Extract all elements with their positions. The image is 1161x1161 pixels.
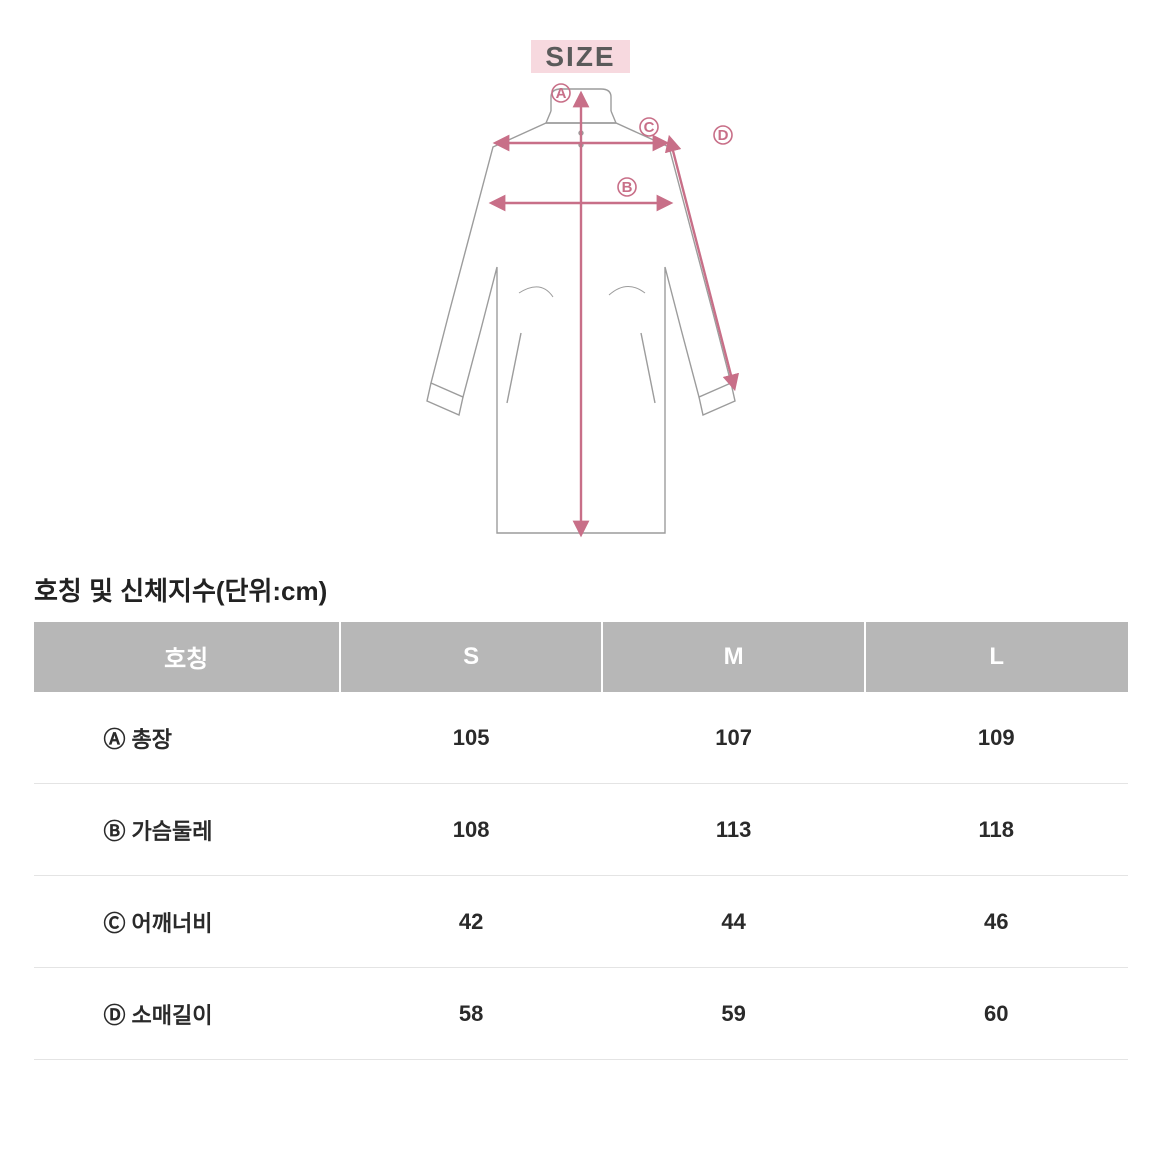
size-diagram-wrap: A C B D xyxy=(0,83,1161,553)
cell: 105 xyxy=(340,692,603,784)
cell: 59 xyxy=(602,968,865,1060)
col-header: 호칭 xyxy=(34,622,340,692)
measure-labels: A C B D xyxy=(552,84,732,196)
coat-diagram: A C B D xyxy=(401,83,761,553)
col-header: S xyxy=(340,622,603,692)
size-title: SIZE xyxy=(531,40,629,73)
table-row: Ⓓ소매길이 58 59 60 xyxy=(34,968,1128,1060)
svg-text:D: D xyxy=(717,127,728,144)
row-label: Ⓑ가슴둘레 xyxy=(34,784,340,876)
table-body: Ⓐ총장 105 107 109 Ⓑ가슴둘레 108 113 118 Ⓒ어깨너비 … xyxy=(34,692,1128,1060)
size-table: 호칭 S M L Ⓐ총장 105 107 109 Ⓑ가슴둘레 108 113 1… xyxy=(34,622,1128,1061)
row-label: Ⓓ소매길이 xyxy=(34,968,340,1060)
label-b-icon: B xyxy=(618,178,636,196)
col-header: M xyxy=(602,622,865,692)
row-label: Ⓐ총장 xyxy=(34,692,340,784)
label-a-icon: A xyxy=(552,84,570,102)
table-row: Ⓐ총장 105 107 109 xyxy=(34,692,1128,784)
table-row: Ⓒ어깨너비 42 44 46 xyxy=(34,876,1128,968)
size-header: SIZE xyxy=(0,0,1161,73)
cell: 60 xyxy=(865,968,1128,1060)
cell: 107 xyxy=(602,692,865,784)
label-c-icon: C xyxy=(640,118,658,136)
svg-text:B: B xyxy=(621,179,632,196)
table-header-row: 호칭 S M L xyxy=(34,622,1128,692)
cell: 46 xyxy=(865,876,1128,968)
svg-text:A: A xyxy=(555,85,566,102)
label-d-icon: D xyxy=(714,126,732,144)
table-subtitle: 호칭 및 신체지수(단위:cm) xyxy=(0,553,1161,622)
row-label: Ⓒ어깨너비 xyxy=(34,876,340,968)
svg-text:C: C xyxy=(643,119,654,136)
cell: 58 xyxy=(340,968,603,1060)
col-header: L xyxy=(865,622,1128,692)
cell: 109 xyxy=(865,692,1128,784)
table-row: Ⓑ가슴둘레 108 113 118 xyxy=(34,784,1128,876)
cell: 44 xyxy=(602,876,865,968)
cell: 108 xyxy=(340,784,603,876)
measure-arrows xyxy=(497,99,733,529)
cell: 118 xyxy=(865,784,1128,876)
cell: 113 xyxy=(602,784,865,876)
cell: 42 xyxy=(340,876,603,968)
